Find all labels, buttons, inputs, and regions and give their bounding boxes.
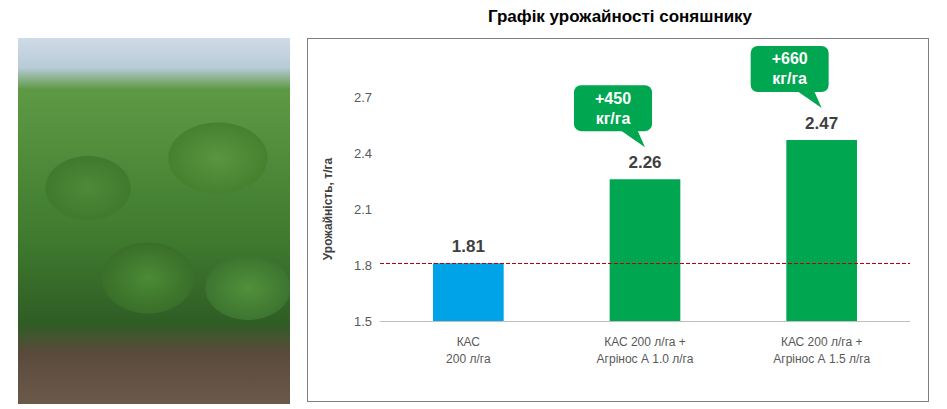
svg-text:2.47: 2.47: [805, 114, 838, 133]
svg-text:КАС 200 л/га +: КАС 200 л/га +: [781, 335, 863, 349]
svg-text:1.8: 1.8: [354, 258, 372, 273]
svg-text:Агрінос А 1.5 л/га: Агрінос А 1.5 л/га: [773, 352, 870, 366]
svg-text:КАС 200 л/га +: КАС 200 л/га +: [604, 335, 686, 349]
svg-text:+660: +660: [772, 50, 808, 67]
svg-text:Агрінос А 1.0 л/га: Агрінос А 1.0 л/га: [597, 352, 694, 366]
svg-text:1.81: 1.81: [452, 237, 485, 256]
svg-text:кг/га: кг/га: [596, 110, 631, 127]
svg-text:2.26: 2.26: [628, 153, 661, 172]
svg-text:2.7: 2.7: [354, 90, 372, 105]
svg-text:+450: +450: [595, 90, 631, 107]
svg-text:200 л/га: 200 л/га: [446, 352, 491, 366]
svg-text:Графік урожайності соняшнику: Графік урожайності соняшнику: [488, 7, 753, 26]
svg-text:КАС: КАС: [457, 335, 481, 349]
svg-text:кг/га: кг/га: [772, 70, 807, 87]
svg-text:Урожайність, т/га: Урожайність, т/га: [321, 158, 335, 261]
svg-text:2.1: 2.1: [354, 202, 372, 217]
svg-text:2.4: 2.4: [354, 146, 372, 161]
svg-text:1.5: 1.5: [354, 314, 372, 329]
